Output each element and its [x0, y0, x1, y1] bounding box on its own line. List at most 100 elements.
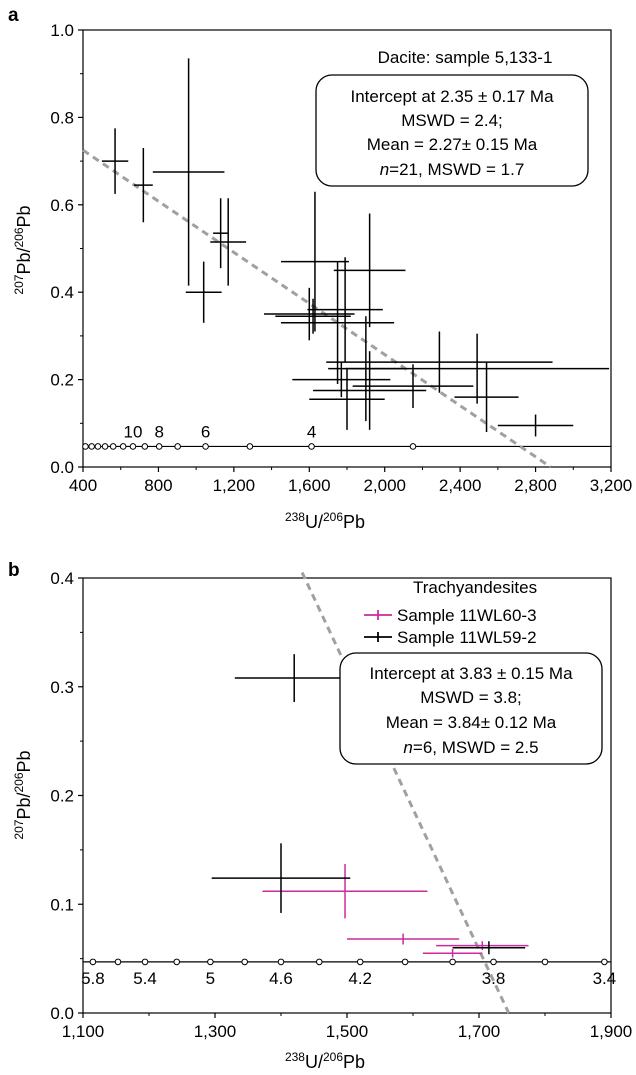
a-concordia-age-label: 10	[124, 422, 143, 441]
a-concordia-age-label: 6	[201, 422, 210, 441]
b-concordia-age-marker	[173, 958, 181, 966]
b-ylabel-base1: Pb/	[14, 793, 34, 820]
panel-b-letter: b	[8, 560, 20, 581]
b-ylabel-base2: Pb	[14, 750, 34, 772]
b-regression-line	[300, 571, 511, 1014]
b-concordia-age-label: 5.4	[133, 969, 157, 988]
a-concordia-age-marker	[174, 443, 181, 450]
b-concordia-age-marker	[449, 958, 456, 966]
a-data-point	[210, 198, 247, 286]
a-ylabel-sup2: 206	[12, 227, 26, 247]
b-annotation-line-3: Mean = 3.84± 0.12 Ma	[386, 713, 557, 732]
a-annotation-line-3: Mean = 2.27± 0.15 Ma	[367, 135, 538, 154]
b-y-tick-label: 0.3	[50, 678, 74, 697]
a-data-point	[292, 362, 391, 398]
a-data-point	[281, 191, 349, 332]
a-y-tick-label: 0.8	[50, 108, 74, 127]
b-y-tick-label: 0.2	[50, 787, 74, 806]
panel-b: b 1,100 1,300 1,500 1,700 1,900 0.0 0.1 0.2 0.3 0…	[8, 560, 632, 1072]
a-y-tick-label: 0.6	[50, 196, 74, 215]
a-data-point	[345, 333, 610, 404]
b-concordia-age-marker	[401, 958, 409, 966]
a-annotation-line-1: Intercept at 2.35 ± 0.17 Ma	[350, 87, 554, 106]
b-concordia-age-label: 4.6	[269, 969, 293, 988]
a-y-tick-label: 0.0	[50, 458, 74, 477]
b-concordia-age-label: 5.8	[81, 969, 105, 988]
b-concordia-age-marker	[315, 958, 323, 966]
svg-text:238U/206Pb: 238U/206Pb	[285, 510, 365, 532]
a-annotation-line-4: n=21, MSWD = 1.7	[380, 160, 525, 179]
legend-item-sample-11wl59-2: Sample 11WL59-2	[364, 628, 537, 647]
a-xlabel-sup2: 206	[323, 510, 343, 524]
a-concordia-age-marker	[308, 443, 315, 450]
b-concordia-age-marker	[114, 958, 122, 966]
a-x-tick-label: 2,400	[439, 476, 482, 495]
a-ylabel-base2: Pb	[14, 205, 34, 227]
a-data-point	[264, 287, 355, 341]
b-data-point	[211, 843, 351, 913]
a-data-point	[281, 261, 395, 384]
b-concordia-age-marker	[241, 958, 248, 966]
a-ylabel-base1: Pb/	[14, 248, 34, 275]
a-annotation-line-2: MSWD = 2.4;	[401, 111, 503, 130]
svg-text:207Pb/206Pb: 207Pb/206Pb	[12, 205, 34, 294]
a-data-point	[152, 58, 225, 286]
b-concordia-age-marker	[356, 958, 364, 966]
a-data-point	[333, 213, 406, 328]
svg-text:238U/206Pb: 238U/206Pb	[285, 1050, 365, 1072]
a-concordia-age-marker	[109, 443, 117, 450]
a-xlabel-sup1: 238	[285, 510, 305, 524]
a-x-tick-label: 1,200	[213, 476, 256, 495]
b-concordia-age-label: 5	[206, 969, 215, 988]
a-x-tick-label: 2,800	[514, 476, 557, 495]
a-xlabel-base2: Pb	[343, 512, 365, 532]
b-annotation-line-1: Intercept at 3.83 ± 0.15 Ma	[369, 664, 573, 683]
b-xlabel-sup1: 238	[285, 1050, 305, 1064]
a-x-tick-label: 1,600	[288, 476, 331, 495]
b-concordia-age-label: 3.4	[593, 969, 617, 988]
a-x-tick-label: 3,200	[590, 476, 633, 495]
b-y-tick-label: 0.4	[50, 569, 74, 588]
b-y-tick-label: 0.1	[50, 895, 74, 914]
b-annotation-box	[339, 652, 603, 765]
a-concordia-age-marker	[141, 443, 149, 450]
a-data-point	[213, 198, 229, 269]
panel-a: a 400 800 1,200 1,600 2,000 2,400 2,800 3,200 0.…	[8, 5, 632, 532]
b-x-tick-label: 1,300	[194, 1022, 237, 1041]
b-xlabel-base1: U/	[305, 1052, 323, 1072]
b-data-point	[452, 941, 526, 955]
panel-b-plot-area: 1,100 1,300 1,500 1,700 1,900 0.0 0.1 0.2 0.3 0.4…	[50, 569, 632, 1041]
a-concordia-age-marker	[94, 443, 102, 450]
a-concordia-age-label: 8	[154, 422, 163, 441]
a-concordia-age-marker	[88, 443, 95, 450]
panel-a-plot-area: 400 800 1,200 1,600 2,000 2,400 2,800 3,200 0.0 0…	[50, 21, 632, 495]
a-data-point	[275, 298, 351, 334]
b-annotation-line-2: MSWD = 3.8;	[420, 688, 522, 707]
panel-a-x-axis-title: 238U/206Pb	[285, 510, 365, 532]
a-regression-line	[82, 148, 552, 469]
b-data-point	[436, 941, 529, 950]
b-x-tick-label: 1,100	[62, 1022, 105, 1041]
a-data-point	[101, 128, 129, 194]
a-concordia-age-marker	[202, 443, 209, 450]
a-sample-title: Dacite: sample 5,133-1	[378, 48, 553, 67]
panel-b-x-axis-title: 238U/206Pb	[285, 1050, 365, 1072]
b-ylabel-sup1: 207	[12, 819, 26, 839]
panel-b-legend: Trachyandesites Sample 11WL60-3 Sample 1…	[364, 578, 537, 647]
b-x-tick-label: 1,500	[326, 1022, 369, 1041]
a-concordia-age-marker	[155, 443, 163, 450]
b-concordia-age-marker	[541, 958, 549, 966]
a-data-point	[326, 331, 553, 393]
a-x-tick-label: 800	[144, 476, 172, 495]
b-x-tick-label: 1,700	[458, 1022, 501, 1041]
b-concordia-age-marker	[141, 958, 149, 966]
a-data-point	[185, 261, 222, 323]
a-concordia-age-label: 4	[307, 422, 316, 441]
a-data-point	[313, 351, 427, 430]
panel-b-y-axis-title: 207Pb/206Pb	[12, 750, 34, 839]
b-concordia-age-marker	[490, 958, 497, 966]
a-y-tick-label: 0.4	[50, 283, 74, 302]
a-xlabel-base1: U/	[305, 512, 323, 532]
a-data-point	[133, 147, 153, 223]
